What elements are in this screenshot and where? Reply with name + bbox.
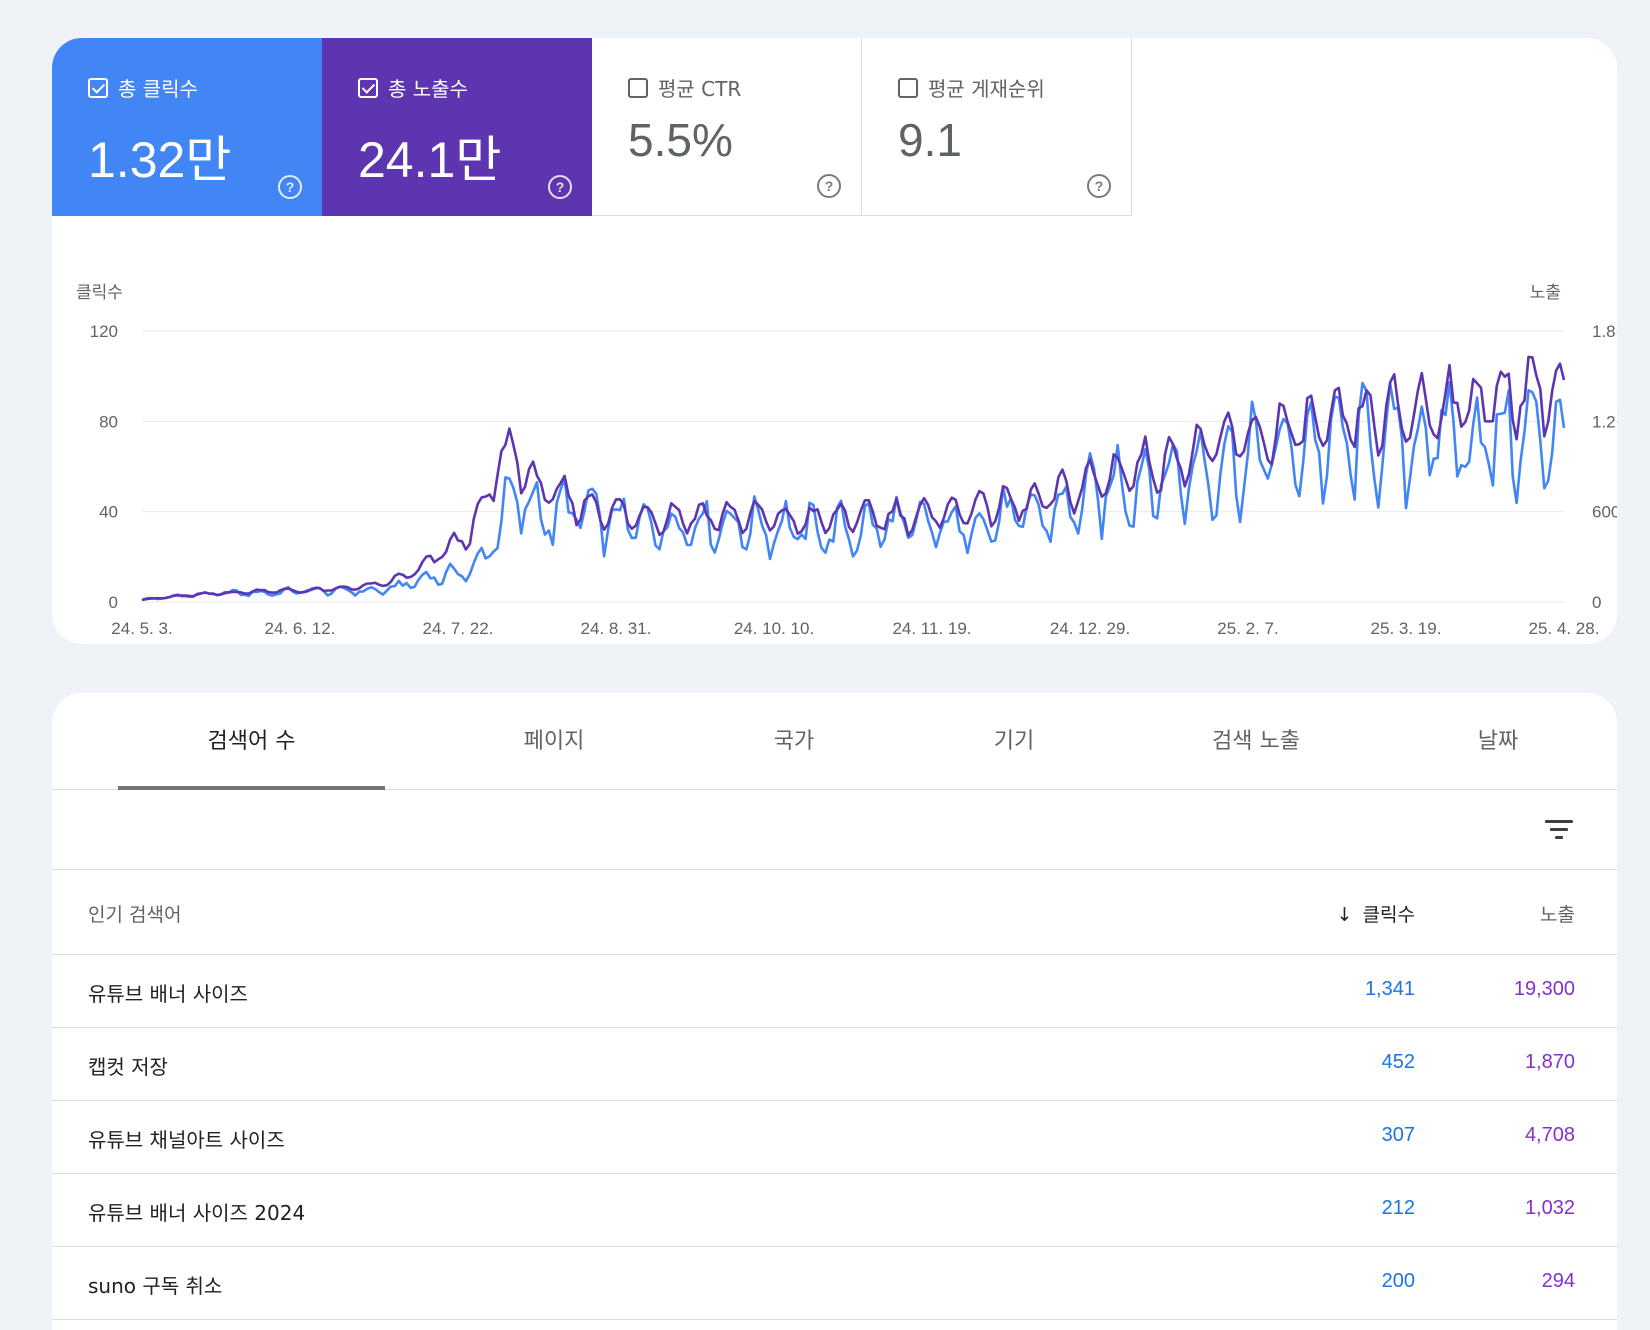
impressions-cell: 1,032 [1524,1197,1575,1219]
query-cell: 유튜브 배너 사이즈 2024 [88,1201,306,1225]
table-row[interactable]: suno 구독 취소 200 294 [52,1247,1617,1320]
clicks-cell: 1,341 [1364,978,1415,1000]
metric-label: 평균 게재순위 [928,77,1045,101]
query-cell: 유튜브 채널아트 사이즈 [88,1128,285,1152]
x-tick-label: 24. 12. 29. [1050,619,1130,638]
tab-pages[interactable]: 페이지 [523,729,585,754]
metric-tiles: 총 클릭수 1.32만 ? 총 노출수 24.1만 ? 평균 CTR 5.5% … [52,38,1132,216]
header-impressions[interactable]: 노출 [1540,904,1575,926]
x-tick-label: 24. 6. 12. [265,619,336,638]
metric-value: 1.32만 [88,132,232,188]
x-tick-label: 24. 7. 22. [423,619,494,638]
x-tick-label: 24. 8. 31. [581,619,652,638]
clicks-cell: 452 [1381,1051,1415,1073]
help-icon[interactable]: ? [548,175,572,199]
metric-label: 평균 CTR [658,77,742,101]
queries-table-card: 검색어 수 페이지 국가 기기 검색 노출 날짜 인기 검색어 ↓ 클릭수 노출 … [52,693,1617,1330]
x-ticks: 24. 5. 3. 24. 6. 12. 24. 7. 22. 24. 8. 31. 2… [111,619,1599,638]
tab-dates[interactable]: 날짜 [1477,729,1519,754]
header-clicks[interactable]: ↓ 클릭수 [1336,904,1415,926]
y-right-tick-label: 600 [1592,503,1617,522]
x-tick-label: 24. 5. 3. [111,619,172,638]
y-right-tick-label: 1.2천 [1592,412,1617,431]
query-cell: suno 구독 취소 [88,1274,223,1298]
table-row[interactable]: 유튜브 채널아트 사이즈 307 4,708 [52,1101,1617,1174]
x-tick-label: 25. 2. 7. [1217,619,1278,638]
tab-queries[interactable]: 검색어 수 [118,693,385,790]
metric-total-clicks[interactable]: 총 클릭수 1.32만 ? [52,38,322,216]
y-right-tick-label: 1.8천 [1592,322,1617,341]
chart-grid [142,330,1564,603]
impressions-cell: 4,708 [1524,1124,1575,1146]
impressions-cell: 1,870 [1524,1051,1575,1073]
tab-search-appearance[interactable]: 검색 노출 [1212,729,1300,754]
metric-value: 5.5% [628,114,733,166]
y-left-ticks: 120 80 40 0 [90,322,118,612]
clicks-cell: 307 [1381,1124,1415,1146]
y-left-tick-label: 0 [109,593,118,612]
help-icon[interactable]: ? [278,175,302,199]
metric-average-ctr[interactable]: 평균 CTR 5.5% ? [592,38,862,216]
header-top-queries: 인기 검색어 [88,904,182,926]
y-left-tick-label: 120 [90,322,118,341]
y-right-ticks: 1.8천 1.2천 600 0 [1592,322,1617,612]
checkbox-checked-icon[interactable] [88,77,108,98]
metric-label: 총 클릭수 [118,77,198,101]
help-icon[interactable]: ? [1087,174,1111,198]
help-icon[interactable]: ? [817,174,841,198]
series-line-clicks [141,381,1566,602]
x-tick-label: 24. 10. 10. [734,619,814,638]
y-left-axis-label: 클릭수 [76,283,123,302]
x-tick-label: 25. 3. 19. [1371,619,1442,638]
performance-card: 총 클릭수 1.32만 ? 총 노출수 24.1만 ? 평균 CTR 5.5% … [52,38,1617,644]
metric-value: 24.1만 [358,132,502,188]
impressions-cell: 19,300 [1513,978,1575,1000]
table-row[interactable]: 유튜브 배너 사이즈 1,341 19,300 [52,955,1617,1028]
series-line-impressions [141,355,1566,602]
x-tick-label: 25. 4. 28. [1529,619,1600,638]
clicks-cell: 200 [1381,1270,1415,1292]
table-header: 인기 검색어 ↓ 클릭수 노출 [52,870,1617,955]
x-tick-label: 24. 11. 19. [892,619,971,638]
checkbox-checked-icon[interactable] [358,77,378,98]
y-left-tick-label: 80 [99,412,118,431]
tab-devices[interactable]: 기기 [993,729,1035,754]
metric-average-position[interactable]: 평균 게재순위 9.1 ? [862,38,1132,216]
metric-value: 9.1 [898,114,962,166]
filter-icon[interactable] [1545,814,1575,844]
query-cell: 유튜브 배너 사이즈 [88,982,248,1006]
tab-countries[interactable]: 국가 [773,729,815,754]
clicks-cell: 212 [1381,1197,1415,1219]
checkbox-unchecked-icon[interactable] [898,77,918,98]
arrow-down-icon: ↓ [1336,904,1353,926]
filter-row [52,790,1617,870]
y-right-axis-label: 노출 [1530,283,1561,302]
dimension-tabs: 검색어 수 페이지 국가 기기 검색 노출 날짜 [52,693,1617,790]
query-cell: 캡컷 저장 [88,1055,168,1079]
y-right-tick-label: 0 [1592,593,1601,612]
impressions-cell: 294 [1541,1270,1575,1292]
metric-label: 총 노출수 [388,77,468,101]
y-left-tick-label: 40 [99,503,118,522]
table-row[interactable]: 캡컷 저장 452 1,870 [52,1028,1617,1101]
metric-total-impressions[interactable]: 총 노출수 24.1만 ? [322,38,592,216]
table-row[interactable]: 유튜브 배너 사이즈 2024 212 1,032 [52,1174,1617,1247]
checkbox-unchecked-icon[interactable] [628,77,648,98]
